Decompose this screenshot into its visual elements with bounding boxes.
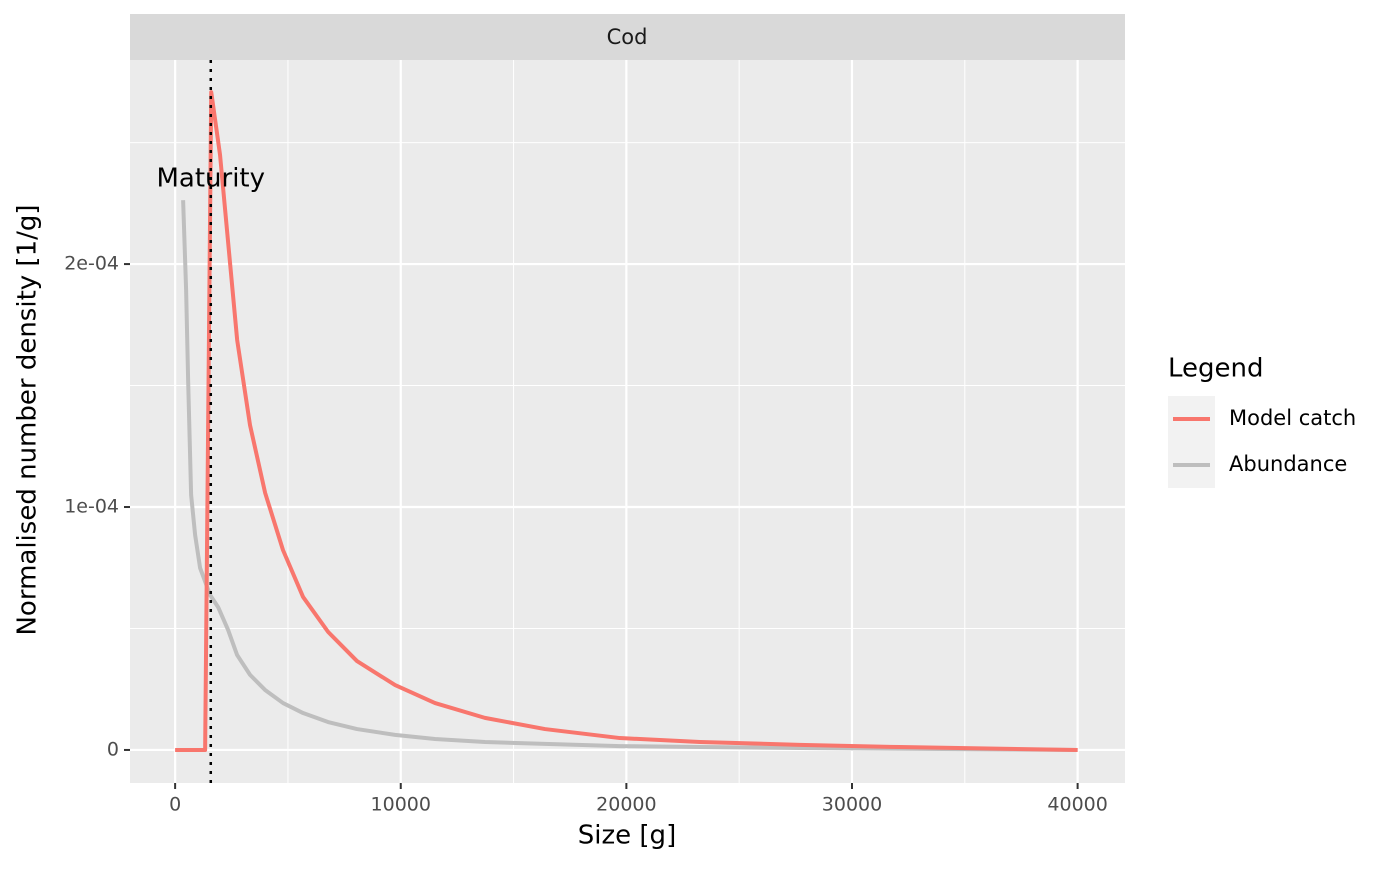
plot-area: 0 10000 20000 30000 40000 0 1e-04 2e-04 Maturity: [64, 60, 1125, 816]
x-tick-label: 40000: [1047, 794, 1107, 816]
y-tick-label: 2e-04: [64, 253, 119, 275]
y-axis-title: Normalised number density [1/g]: [13, 204, 43, 635]
legend-title: Legend: [1168, 354, 1264, 384]
x-tick-label: 30000: [822, 794, 882, 816]
y-tick-label: 1e-04: [64, 496, 119, 518]
x-tick-label: 0: [169, 794, 181, 816]
data-line: [181, 200, 1078, 752]
x-tick-label: 20000: [596, 794, 656, 816]
x-tick-label: 10000: [371, 794, 431, 816]
facet-strip: [130, 14, 1125, 60]
x-axis-title: Size [g]: [578, 821, 676, 851]
annotation: Maturity: [156, 164, 265, 194]
legend-key-background: [1168, 396, 1215, 488]
legend-label: Abundance: [1229, 452, 1347, 476]
y-tick-label: 0: [107, 738, 119, 760]
facet-label: Cod: [607, 25, 648, 49]
legend-label: Model catch: [1229, 406, 1356, 430]
panel: [130, 60, 1125, 783]
data-line: [175, 90, 1078, 752]
